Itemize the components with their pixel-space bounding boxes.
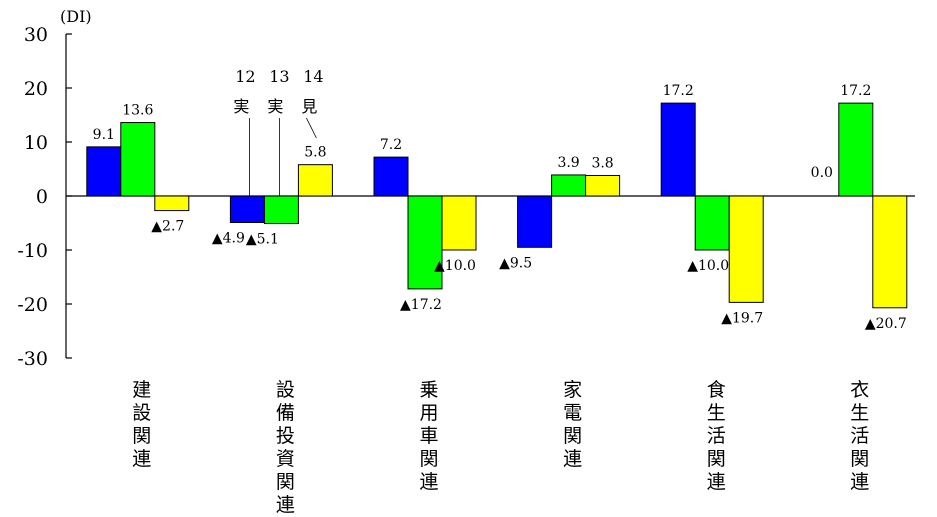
bar — [660, 102, 696, 197]
legend-kind: 実 — [267, 97, 283, 116]
category-char: 設 — [276, 379, 295, 401]
data-label: ▲17.2 — [400, 297, 442, 313]
data-label: 3.9 — [557, 155, 579, 171]
bar — [263, 195, 299, 225]
category-char: 活 — [850, 425, 869, 447]
bar — [585, 174, 621, 197]
y-tick-label: 0 — [36, 186, 48, 208]
category-char: 衣 — [850, 379, 869, 401]
bar — [229, 195, 265, 223]
legend-number: 14 — [303, 67, 323, 86]
category-char: 用 — [419, 402, 438, 424]
data-label: ▲10.0 — [687, 258, 729, 274]
bar — [728, 195, 764, 303]
category-char: 連 — [850, 471, 869, 493]
data-label: ▲10.0 — [434, 258, 476, 274]
legend-kind: 実 — [233, 97, 249, 116]
y-tick-label: 20 — [24, 78, 48, 100]
legend-leader — [306, 117, 317, 139]
data-labels: 9.1 ▲4.9 7.2 ▲9.5 17.2 0.0 13.6 ▲5.1 ▲17.2 3.9 ▲10… — [93, 83, 907, 332]
bar — [694, 195, 730, 251]
category-char: 関 — [563, 425, 582, 447]
category-char: 連 — [563, 448, 582, 470]
category-char: 建 — [132, 379, 151, 401]
y-unit-label: (DI) — [60, 7, 92, 26]
category-char: 資 — [276, 448, 295, 470]
category-char: 関 — [419, 448, 438, 470]
legend-number: 12 — [235, 67, 255, 86]
category-char: 家 — [563, 379, 582, 401]
data-label: 17.2 — [663, 83, 694, 99]
category-char: 連 — [419, 471, 438, 493]
y-tick-label: -10 — [17, 240, 48, 262]
category-char: 生 — [850, 402, 869, 424]
category-char: 車 — [419, 425, 438, 447]
data-label: 9.1 — [93, 127, 115, 143]
y-tick-label: 10 — [24, 132, 48, 154]
category-char: 連 — [132, 448, 151, 470]
bar — [154, 195, 190, 212]
category-char: 連 — [276, 494, 295, 516]
category-char: 関 — [707, 448, 726, 470]
category-char: 電 — [563, 402, 582, 424]
data-label: 3.8 — [591, 155, 613, 171]
category-char: 生 — [707, 402, 726, 424]
bar — [551, 174, 587, 197]
data-label: 13.6 — [122, 103, 153, 119]
bar — [86, 146, 122, 197]
bar — [297, 164, 333, 197]
bar — [838, 102, 874, 197]
data-label: 17.2 — [840, 83, 871, 99]
legend-kind: 見 — [301, 97, 317, 116]
category-char: 食 — [707, 379, 726, 401]
category-char: 投 — [276, 425, 295, 447]
y-tick-label: -20 — [17, 294, 48, 316]
category-char: 連 — [707, 471, 726, 493]
axes: 30 20 10 0 -10 -20 -30 — [17, 24, 915, 370]
data-label: 7.2 — [380, 137, 402, 153]
data-label: 5.8 — [304, 145, 326, 161]
category-char: 活 — [707, 425, 726, 447]
data-label: ▲5.1 — [246, 232, 279, 248]
data-label: ▲4.9 — [212, 230, 245, 246]
category-char: 関 — [850, 448, 869, 470]
category-char: 関 — [276, 471, 295, 493]
y-tick-label: 30 — [24, 24, 48, 46]
bar — [872, 195, 908, 309]
bars — [86, 102, 908, 309]
data-label: ▲20.7 — [865, 316, 907, 332]
bar — [120, 122, 156, 197]
data-label: ▲19.7 — [721, 310, 763, 326]
y-tick-label: -30 — [17, 348, 48, 370]
bar — [441, 195, 477, 251]
category-char: 関 — [132, 425, 151, 447]
bar — [517, 195, 553, 248]
bar — [373, 156, 409, 197]
category-char: 備 — [276, 402, 295, 424]
category-char: 設 — [132, 402, 151, 424]
legend-number: 13 — [269, 67, 289, 86]
data-label: 0.0 — [811, 165, 833, 181]
data-label: ▲2.7 — [151, 219, 184, 235]
category-char: 乗 — [419, 379, 438, 401]
legend: 12 実 13 実 14 見 — [233, 67, 324, 196]
bar — [407, 195, 443, 290]
data-label: ▲9.5 — [499, 255, 532, 271]
